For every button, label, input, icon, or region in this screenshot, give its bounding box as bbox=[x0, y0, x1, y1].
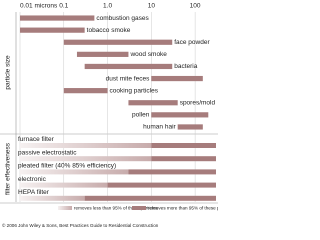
bar-label: spores/mold bbox=[180, 99, 216, 106]
filter-bar-low bbox=[20, 143, 152, 148]
filter-bar-high bbox=[151, 156, 216, 162]
bar-label: dust mite feces bbox=[106, 75, 150, 82]
bar-label: bacteria bbox=[174, 63, 198, 70]
filter-bar-low bbox=[20, 156, 152, 162]
range-bar bbox=[177, 124, 203, 130]
range-bar bbox=[84, 63, 173, 70]
filter-bar-high bbox=[151, 143, 216, 148]
section-label: filter effectiveness bbox=[5, 142, 12, 195]
filter-label: HEPA filter bbox=[18, 189, 50, 196]
section-label: particle size bbox=[5, 55, 12, 90]
legend-swatch bbox=[58, 206, 72, 210]
filter-label: electronic bbox=[18, 176, 47, 183]
x-tick-label: 0.1 bbox=[59, 3, 68, 10]
range-bar bbox=[63, 39, 173, 45]
bar-label: combustion gases bbox=[96, 15, 149, 22]
filter-bar-high bbox=[107, 182, 216, 188]
bar-label: human hair bbox=[143, 124, 176, 131]
filter-bar-low bbox=[20, 195, 85, 201]
filter-label: pleated filter (40% 85% efficiency) bbox=[18, 163, 116, 170]
filter-bar-high bbox=[84, 195, 216, 201]
bar-label: cooking particles bbox=[110, 87, 159, 94]
legend-swatch bbox=[132, 206, 146, 210]
filter-label: furnace filter bbox=[18, 136, 55, 143]
range-bar bbox=[151, 75, 203, 82]
bar-label: wood smoke bbox=[129, 51, 167, 58]
filter-bar-low bbox=[20, 182, 108, 188]
x-tick-label: 100 bbox=[190, 3, 201, 10]
x-tick-label: 1.0 bbox=[103, 3, 112, 10]
filter-bar-low bbox=[20, 169, 129, 175]
filter-bar-high bbox=[128, 169, 216, 175]
bar-label: pollen bbox=[132, 112, 150, 119]
bar-label: tobacco smoke bbox=[87, 27, 131, 34]
legend-label: removes less than 95% of these particles bbox=[74, 206, 158, 211]
filter-label: passive electrostatic bbox=[18, 149, 77, 156]
x-tick-label: 10 bbox=[148, 3, 156, 10]
range-bar bbox=[151, 112, 209, 118]
range-bar bbox=[63, 88, 108, 94]
range-bar bbox=[20, 15, 95, 21]
legend-label: removes more than 95% of these particles bbox=[148, 206, 218, 211]
footer: © 2006 John Wiley & Sons, Best Practices… bbox=[2, 222, 159, 228]
range-bar bbox=[20, 27, 85, 33]
chart: © 2006 John Wiley & Sons, Best Practices… bbox=[0, 3, 218, 228]
x-tick-label: 0.01 microns bbox=[20, 3, 58, 10]
range-bar bbox=[76, 51, 129, 57]
range-bar bbox=[128, 100, 178, 106]
bar-label: face powder bbox=[174, 39, 210, 46]
